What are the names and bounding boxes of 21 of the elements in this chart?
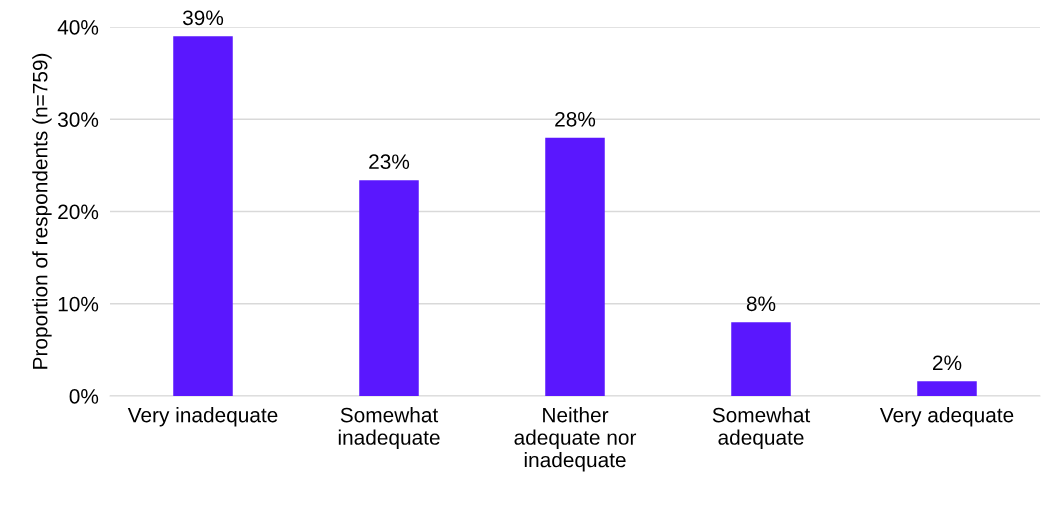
x-tick-label: Neither adequate nor inadequate bbox=[514, 407, 637, 472]
bar bbox=[359, 180, 419, 396]
bar bbox=[917, 381, 977, 396]
bar bbox=[731, 322, 791, 396]
x-tick-label: Somewhat inadequate bbox=[338, 407, 440, 449]
data-label: 8% bbox=[746, 296, 776, 312]
y-tick-label: 40% bbox=[57, 20, 99, 35]
data-label: 2% bbox=[932, 355, 962, 371]
data-label: 39% bbox=[182, 10, 224, 26]
x-tick-label: Very adequate bbox=[879, 407, 1014, 427]
y-axis-title: Proportion of respondents (n=759) bbox=[32, 53, 52, 369]
y-tick-label: 10% bbox=[58, 296, 99, 312]
bar bbox=[545, 137, 605, 396]
y-tick-label: 20% bbox=[58, 204, 99, 220]
x-tick-label: Somewhat adequate bbox=[712, 407, 811, 449]
data-label: 28% bbox=[555, 111, 596, 127]
data-label: 23% bbox=[369, 154, 410, 170]
y-tick-label: 30% bbox=[57, 112, 99, 127]
y-tick-label: 0% bbox=[69, 389, 99, 404]
bar bbox=[173, 36, 233, 396]
x-tick-label: Very inadequate bbox=[127, 407, 278, 427]
